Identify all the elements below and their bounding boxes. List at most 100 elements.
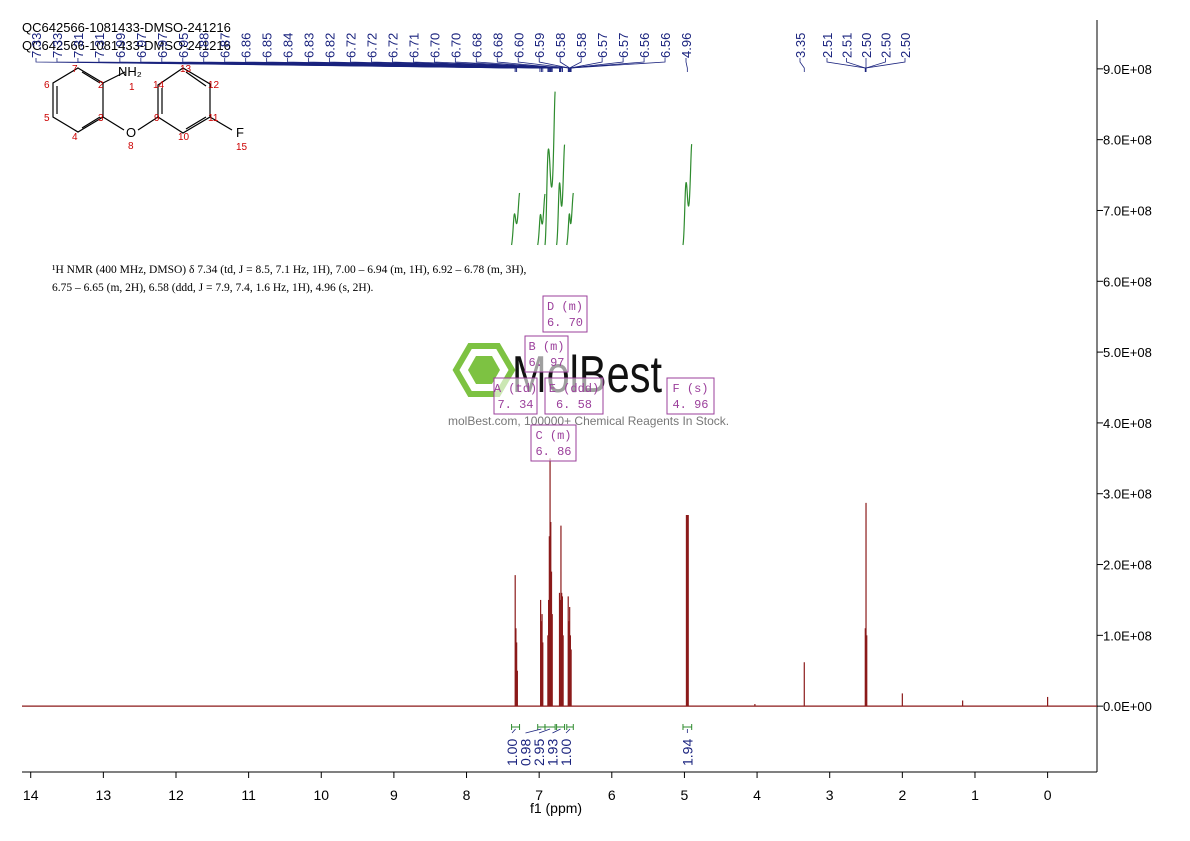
x-tick-label: 10 [313,787,329,803]
multiplet-box [542,295,588,333]
integral-label: 1.94 [679,739,695,766]
multiplet-label: D (m) [547,300,583,314]
peak-label-leader [865,58,886,72]
integral-leader [511,728,516,734]
peak-label-leader [570,58,666,72]
atom-number: 2 [98,80,104,91]
multiplet-shift: 6. 86 [535,445,571,459]
peak-label-leader [496,58,563,72]
peak-label: 6.58 [574,33,589,58]
multiplet-shift: 6. 58 [556,398,592,412]
peak-label: 6.57 [616,33,631,58]
peak-label: 6.72 [344,33,359,58]
peak-label-leader [538,58,570,72]
peak-label: 6.82 [323,33,338,58]
multiplet-box [530,424,577,462]
integral-label: 1.00 [558,739,574,766]
multiplet-label: E (ddd) [549,382,599,396]
integral-label: 1.93 [545,739,561,766]
peak-label-leader [685,58,688,72]
integral-curve [510,192,521,246]
multiplet-box [666,377,715,415]
peak-label-leader [329,58,553,72]
atom-number: 3 [98,113,104,124]
peak-label: 2.51 [820,33,835,58]
integral-bracket [511,724,521,730]
peak-label: 6.58 [553,33,568,58]
x-tick-label: 14 [23,787,39,803]
atom-number: 7 [72,64,78,75]
peak-label: 7.33 [29,33,44,58]
peak-label: 2.51 [840,33,855,58]
peak-label-leader [413,58,561,72]
x-tick-label: 3 [826,787,834,803]
x-tick-label: 6 [608,787,616,803]
y-tick-label: 2.0E+08 [1103,558,1152,573]
atom-number: 4 [72,132,78,143]
integral-curve [544,91,556,246]
x-tick-label: 11 [241,787,256,803]
nmr-text: ¹H NMR (400 MHz, DMSO) δ 7.34 (td, J = 8… [52,264,526,276]
peak-label: 6.71 [406,33,421,58]
multiplet-shift: 4. 96 [672,398,708,412]
x-tick-label: 4 [753,787,761,803]
x-tick-label: 0 [1044,787,1052,803]
peak-label: 6.70 [427,33,442,58]
atom-number: 14 [153,80,165,91]
y-tick-label: 5.0E+08 [1103,345,1152,360]
y-tick-label: 7.0E+08 [1103,203,1152,218]
x-tick-label: 1 [971,787,979,803]
watermark-tagline: molBest.com, 100000+ Chemical Reagents I… [448,414,729,428]
y-tick-label: 3.0E+08 [1103,487,1152,502]
peak-label: 6.56 [637,33,652,58]
peak-label: 7.31 [71,33,86,58]
atom-label: NH₂ [118,64,142,79]
atom-label: F [236,125,244,140]
atom-number: 10 [178,132,190,143]
integral-bracket [544,724,556,730]
peak-label: 7.31 [92,33,107,58]
x-tick-label: 7 [535,787,543,803]
y-tick-label: 9.0E+08 [1103,62,1152,77]
peak-label: 6.60 [511,33,526,58]
peak-label: 6.95 [176,33,191,58]
y-tick-label: 8.0E+08 [1103,133,1152,148]
peak-label: 6.72 [385,33,400,58]
peak-label: 2.50 [898,33,913,58]
multiplet-shift: 7. 34 [497,398,533,412]
peak-label: 6.88 [197,33,212,58]
peak-label: 2.50 [879,33,894,58]
integral-label: 0.98 [518,739,534,766]
x-tick-label: 5 [681,787,689,803]
atom-label: O [126,125,136,140]
integral-leader [538,728,551,734]
integral-label: 1.00 [504,739,520,766]
peak-label: 6.57 [595,33,610,58]
atom-number: 15 [236,142,248,153]
atom-number: 11 [208,113,219,124]
peak-label: 6.68 [469,33,484,58]
x-tick-label: 13 [96,787,112,803]
peak-label-leader [569,58,624,72]
integral-leader [565,728,571,734]
peak-label: 6.83 [302,33,317,58]
integral-leader [552,728,561,734]
peak-label: 6.72 [364,33,379,58]
peak-label-leader [570,58,645,72]
multiplet-box [493,377,538,415]
peak-label-leader [799,58,805,72]
structure-atoms: NH₂ 1 2 3 4 5 6 7 O 8 9 10 11 12 13 14 F… [44,64,248,153]
peak-label: 6.87 [218,33,233,58]
peak-label: 6.99 [113,33,128,58]
integral-curve [556,144,566,246]
multiplet-box [524,335,569,373]
peak-label-leader [517,58,569,72]
integral-curve [537,193,546,246]
atom-number: 6 [44,80,50,91]
peak-label: 6.84 [281,33,296,58]
peak-label: 6.59 [532,33,547,58]
peak-label: 7.33 [50,33,65,58]
multiplet-label: B (m) [528,340,564,354]
integral-bracket [682,724,693,730]
atom-number: 1 [129,82,135,93]
